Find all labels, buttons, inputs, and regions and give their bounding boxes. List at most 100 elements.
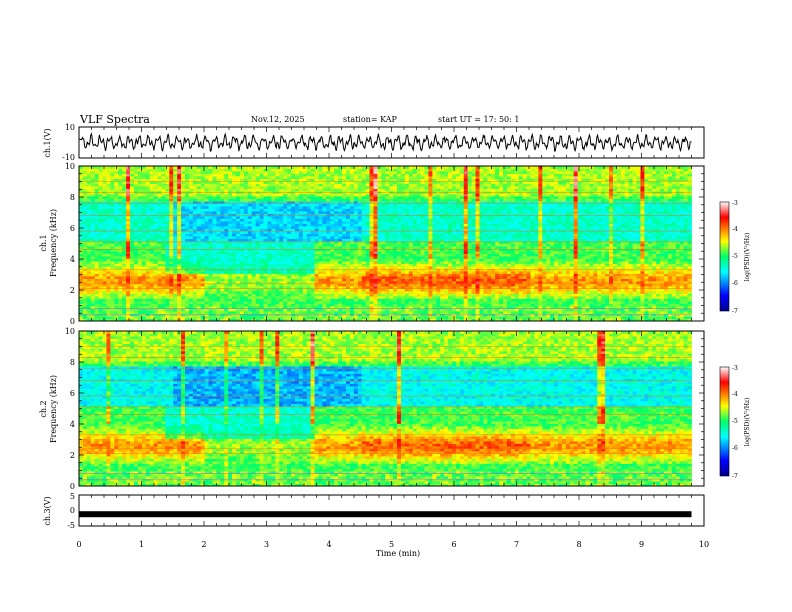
spectrogram-cell [181, 183, 186, 187]
spectrogram-cell [181, 213, 186, 217]
spectrogram-cell [200, 231, 206, 234]
spectrogram-cell [369, 213, 374, 217]
spectrogram-cell [177, 271, 182, 274]
spectrogram-cell [271, 203, 276, 207]
spectrogram-cell [196, 318, 202, 322]
spectrogram-cell [236, 276, 241, 279]
spectrogram-cell [224, 266, 229, 269]
spectrogram-cell [267, 198, 272, 202]
spectrogram-cell [247, 168, 253, 172]
spectrogram-cell [157, 243, 162, 247]
spectrogram-cell [357, 188, 363, 192]
spectrogram-cell [373, 221, 378, 224]
spectrogram-cell [153, 171, 158, 174]
spectrogram-cell [279, 176, 284, 179]
spectrogram-cell [208, 283, 213, 287]
spectrogram-cell [177, 171, 182, 174]
spectrogram-cell [165, 178, 170, 182]
spectrogram-cell [228, 296, 233, 299]
spectrogram-cell [259, 258, 264, 262]
spectrogram-cell [365, 213, 370, 217]
spectrogram-cell [263, 216, 268, 219]
spectrogram-cell [236, 181, 241, 184]
spectrogram-cell [145, 261, 151, 264]
spectrogram-cell [283, 291, 288, 294]
spectrogram-cell [137, 171, 143, 174]
spectrogram-cell [353, 251, 359, 254]
spectrogram-cell [102, 211, 107, 214]
spectrogram-cell [165, 238, 170, 242]
spectrogram-cell [271, 261, 276, 264]
spectrogram-cell [232, 246, 237, 249]
spectrogram-cell [208, 271, 213, 274]
spectrogram-cell [192, 233, 198, 237]
spectrogram-cell [298, 263, 304, 267]
spectrogram-cell [283, 283, 288, 287]
spectrogram-cell [145, 241, 151, 244]
spectrogram-cell [106, 253, 111, 257]
spectrogram-cell [79, 258, 84, 262]
spectrogram-cell [192, 316, 198, 319]
spectrogram-cell [212, 253, 217, 257]
spectrogram-cell [208, 176, 213, 179]
spectrogram-cell [208, 261, 213, 264]
spectrogram-cell [365, 301, 370, 304]
spectrogram-cell [181, 288, 186, 292]
spectrogram-cell [357, 263, 363, 267]
spectrogram-cell [220, 243, 225, 247]
spectrogram-cell [239, 233, 245, 237]
spectrogram-cell [220, 238, 225, 242]
spectrogram-cell [196, 306, 202, 309]
spectrogram-cell [224, 178, 229, 182]
spectrogram-cell [79, 301, 84, 304]
spectrogram-cell [157, 201, 162, 204]
spectrogram-cell [165, 293, 170, 297]
spectrogram-cell [141, 311, 147, 314]
spectrogram-cell [232, 271, 237, 274]
spectrogram-cell [79, 276, 84, 279]
spectrogram-cell [169, 221, 174, 224]
spectrogram-cell [86, 311, 92, 314]
spectrogram-cell [232, 276, 237, 279]
spectrogram-cell [338, 211, 343, 214]
spectrogram-cell [267, 241, 272, 244]
spectrogram-cell [334, 306, 339, 309]
spectrogram-cell [330, 253, 335, 257]
spectrogram-cell [263, 236, 268, 239]
spectrogram-cell [373, 301, 378, 304]
spectrogram-cell [102, 246, 107, 249]
spectrogram-cell [381, 236, 386, 239]
spectrogram-cell [192, 173, 198, 177]
spectrogram-cell [271, 166, 276, 169]
spectrogram-cell [86, 223, 92, 227]
spectrogram-cell [243, 183, 249, 187]
spectrogram-cell [349, 298, 355, 302]
spectrogram-cell [118, 211, 123, 214]
spectrogram-cell [287, 176, 292, 179]
spectrogram-cell [130, 221, 135, 224]
spectrogram-cell [294, 286, 300, 289]
spectrogram-cell [212, 306, 217, 309]
spectrogram-cell [310, 181, 315, 184]
spectrogram-cell [224, 271, 229, 274]
spectrogram-cell [141, 193, 147, 197]
spectrogram-cell [232, 293, 237, 297]
spectrogram-cell [369, 276, 374, 279]
spectrogram-cell [263, 258, 268, 262]
spectrogram-cell [294, 236, 300, 239]
spectrogram-cell [196, 261, 202, 264]
spectrogram-cell [149, 271, 154, 274]
spectrogram-cell [259, 233, 264, 237]
spectrogram-cell [287, 181, 292, 184]
spectrogram-cell [232, 241, 237, 244]
spectrogram-cell [200, 306, 206, 309]
spectrogram-cell [385, 261, 390, 264]
spectrogram-cell [165, 193, 170, 197]
spectrogram-cell [98, 223, 103, 227]
spectrogram-cell [306, 211, 312, 214]
spectrogram-cell [196, 231, 202, 234]
spectrogram-cell [369, 318, 374, 322]
spectrogram-cell [228, 201, 233, 204]
spectrogram-cell [306, 226, 312, 229]
spectrogram-cell [98, 188, 103, 192]
